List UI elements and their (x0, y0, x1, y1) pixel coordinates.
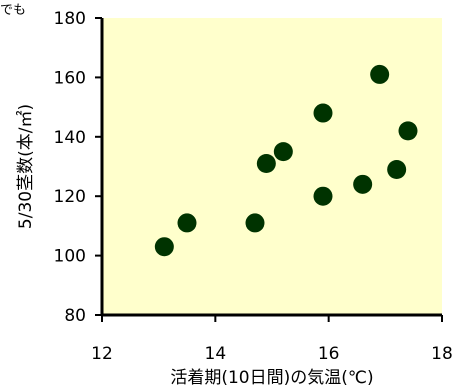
data-point-3 (245, 213, 265, 233)
y-tick-label: 140 (54, 128, 86, 148)
data-point-7 (313, 103, 333, 123)
data-point-4 (256, 154, 276, 174)
y-tick-label: 120 (54, 187, 86, 207)
x-tick-label: 16 (318, 344, 340, 364)
y-tick-label: 180 (54, 9, 86, 29)
x-tick-label: 18 (431, 344, 453, 364)
data-point-10 (387, 159, 407, 179)
y-tick-label: 160 (54, 68, 86, 88)
x-tick-label: 12 (91, 344, 113, 364)
y-axis-title: 5/30茎数(本/㎡) (16, 104, 36, 229)
corner-text-fragment: でも (0, 3, 26, 18)
y-tick-label: 100 (54, 247, 86, 267)
data-points (154, 64, 418, 257)
y-axis: 80 100 120 140 160 180 (54, 9, 104, 326)
x-axis: 12 14 16 18 (91, 313, 453, 364)
data-point-5 (273, 142, 293, 162)
data-point-6 (313, 186, 333, 206)
data-point-8 (353, 174, 373, 194)
data-point-2 (177, 213, 197, 233)
y-tick-label: 80 (64, 306, 86, 326)
x-tick-label: 14 (205, 344, 227, 364)
data-point-9 (370, 64, 390, 84)
data-point-11 (398, 121, 418, 141)
x-axis-title: 活着期(10日間)の気温(℃) (170, 368, 373, 388)
data-point-1 (154, 237, 174, 257)
